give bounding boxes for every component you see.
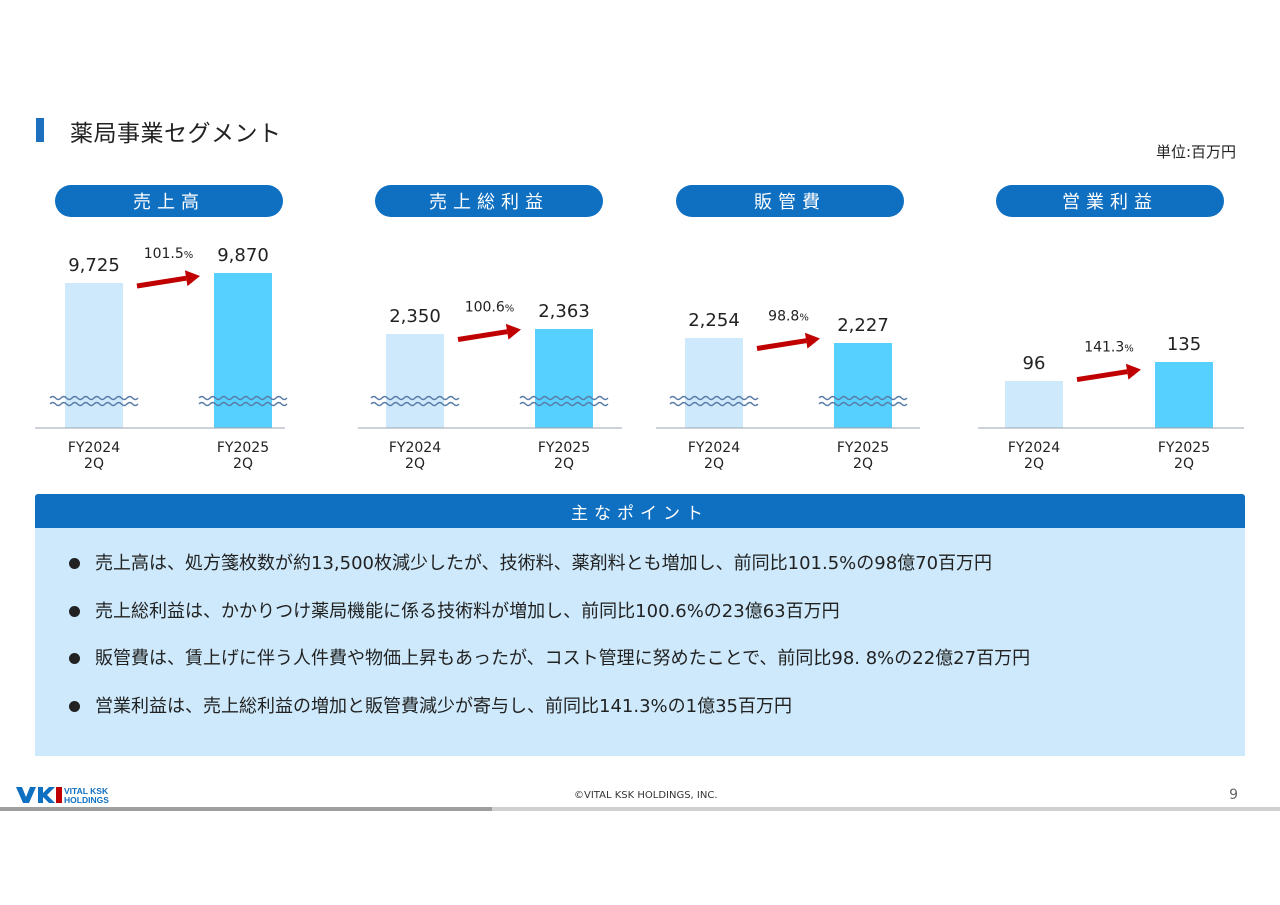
growth-arrowhead	[505, 323, 521, 340]
category-label: 2Q	[1174, 456, 1194, 472]
category-label: FY2024	[1008, 440, 1060, 456]
axis-break-mark	[370, 395, 460, 401]
chart-title-gross-profit: 売上総利益	[375, 185, 603, 217]
category-label: FY2024	[68, 440, 120, 456]
category-label: FY2025	[217, 440, 269, 456]
bar-fy2025	[535, 329, 593, 428]
growth-arrowhead	[1125, 363, 1141, 380]
axis-break-mark	[198, 401, 288, 407]
bar-fy2024	[685, 338, 743, 428]
chart-title-sga: 販管費	[676, 185, 904, 217]
bar-fy2025	[1155, 362, 1213, 428]
chart-title-operating-profit: 営業利益	[996, 185, 1224, 217]
axis-break-mark	[669, 395, 759, 401]
category-label: FY2025	[1158, 440, 1210, 456]
bar-value-label: 135	[1167, 334, 1201, 355]
growth-arrowhead	[804, 332, 820, 349]
key-point-item: 売上高は、処方箋枚数が約13,500枚減少したが、技術料、薬剤料とも増加し、前同…	[69, 552, 1245, 600]
category-label: 2Q	[233, 456, 253, 472]
category-label: 2Q	[405, 456, 425, 472]
bar-value-label: 9,725	[68, 255, 120, 276]
bullet-icon	[69, 558, 80, 569]
bullet-icon	[69, 653, 80, 664]
bar-fy2024	[65, 283, 123, 428]
axis-break-mark	[669, 401, 759, 407]
axis-break-mark	[818, 395, 908, 401]
page-number: 9	[1229, 787, 1238, 803]
growth-arrow	[457, 329, 508, 342]
footer-divider-accent	[0, 807, 492, 811]
category-label: 2Q	[1024, 456, 1044, 472]
bar-fy2024	[1005, 381, 1063, 428]
category-label: FY2024	[389, 440, 441, 456]
company-logo: VITAL KSK HOLDINGS	[16, 786, 109, 805]
svg-text:HOLDINGS: HOLDINGS	[64, 795, 109, 805]
growth-arrow	[1076, 369, 1128, 383]
growth-rate-label: 101.5%	[144, 246, 194, 262]
axis-break-mark	[198, 395, 288, 401]
key-points-panel: 売上高は、処方箋枚数が約13,500枚減少したが、技術料、薬剤料とも増加し、前同…	[35, 528, 1245, 756]
chart-title-sales: 売上高	[55, 185, 283, 217]
bullet-icon	[69, 700, 80, 712]
bar-value-label: 2,227	[837, 315, 889, 336]
bar-value-label: 9,870	[217, 245, 269, 266]
category-label: 2Q	[84, 456, 104, 472]
growth-arrowhead	[184, 270, 200, 287]
axis-break-mark	[370, 401, 460, 407]
bar-fy2025	[834, 343, 892, 428]
axis-break-mark	[49, 401, 139, 407]
key-point-item: 販管費は、賃上げに伴う人件費や物価上昇もあったが、コスト管理に努めたことで、前同…	[69, 647, 1245, 695]
bar-value-label: 2,350	[389, 306, 441, 327]
unit-label: 単位:百万円	[1155, 143, 1236, 161]
category-label: FY2025	[837, 440, 889, 456]
bar-fy2024	[386, 334, 444, 428]
bar-value-label: 96	[1023, 353, 1046, 374]
category-label: 2Q	[554, 456, 574, 472]
bullet-icon	[69, 605, 80, 617]
category-label: FY2024	[688, 440, 740, 456]
axis-break-mark	[818, 401, 908, 407]
bar-value-label: 2,363	[538, 301, 590, 322]
axis-break-mark	[519, 395, 609, 401]
key-points-header: 主なポイント	[35, 494, 1245, 528]
growth-rate-label: 100.6%	[465, 300, 515, 316]
axis-break-mark	[519, 401, 609, 407]
copyright-text: ©VITAL KSK HOLDINGS, INC.	[574, 790, 718, 801]
key-point-item: 売上総利益は、かかりつけ薬局機能に係る技術料が増加し、前同比100.6%の23億…	[69, 600, 1245, 648]
category-label: FY2025	[538, 440, 590, 456]
page-title: 薬局事業セグメント	[70, 121, 282, 147]
category-label: 2Q	[704, 456, 724, 472]
growth-arrow	[756, 338, 807, 351]
footer-divider	[0, 807, 1280, 811]
bar-value-label: 2,254	[688, 310, 740, 331]
growth-arrow	[136, 275, 187, 289]
axis-break-mark	[49, 395, 139, 401]
key-point-item: 営業利益は、売上総利益の増加と販管費減少が寄与し、前同比141.3%の1億35百…	[69, 695, 1245, 743]
bar-charts: 9,725FY20242Q9,870FY20252Q101.5%2,350FY2…	[35, 245, 1244, 472]
svg-text:VITAL KSK: VITAL KSK	[64, 786, 109, 796]
title-accent-bar	[36, 118, 44, 142]
growth-rate-label: 98.8%	[768, 309, 809, 325]
growth-rate-label: 141.3%	[1084, 340, 1134, 356]
category-label: 2Q	[853, 456, 873, 472]
